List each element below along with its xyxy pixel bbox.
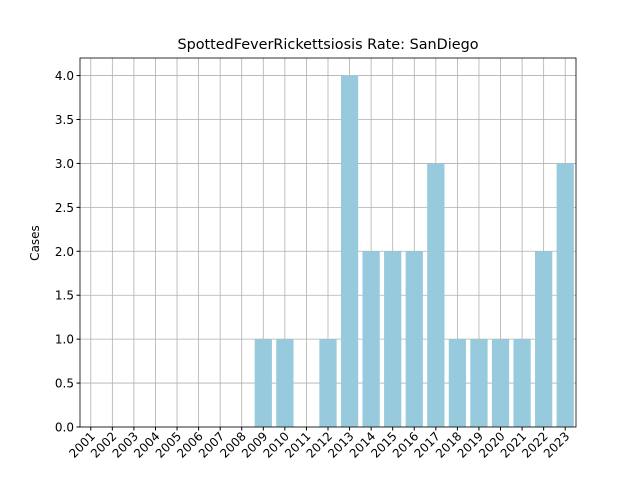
y-tick-label: 0.5 [55, 377, 74, 391]
bar [513, 339, 531, 427]
bar [340, 75, 359, 428]
y-tick-label: 3.0 [55, 157, 74, 171]
bar [254, 339, 272, 427]
y-tick-label: 0.0 [55, 421, 74, 435]
bar [448, 339, 467, 427]
y-tick-label: 1.5 [55, 289, 74, 303]
bar [470, 339, 488, 427]
bar [405, 251, 423, 427]
bar [491, 339, 510, 427]
bar [276, 339, 294, 427]
bar [556, 163, 574, 427]
chart-title: SpottedFeverRickettsiosis Rate: SanDiego [177, 37, 478, 53]
plot-frame [79, 57, 577, 428]
bar [535, 251, 553, 427]
bar [427, 163, 445, 427]
bar [362, 251, 380, 427]
y-axis-label: Cases [28, 225, 42, 261]
y-tick-label: 4.0 [55, 69, 74, 83]
y-tick-label: 2.0 [55, 245, 74, 259]
y-tick-label: 3.5 [55, 113, 74, 127]
bar [384, 251, 402, 427]
y-tick-label: 2.5 [55, 201, 74, 215]
y-tick-label: 1.0 [55, 333, 74, 347]
bar [319, 339, 337, 427]
x-axis-label: Year [314, 478, 340, 480]
